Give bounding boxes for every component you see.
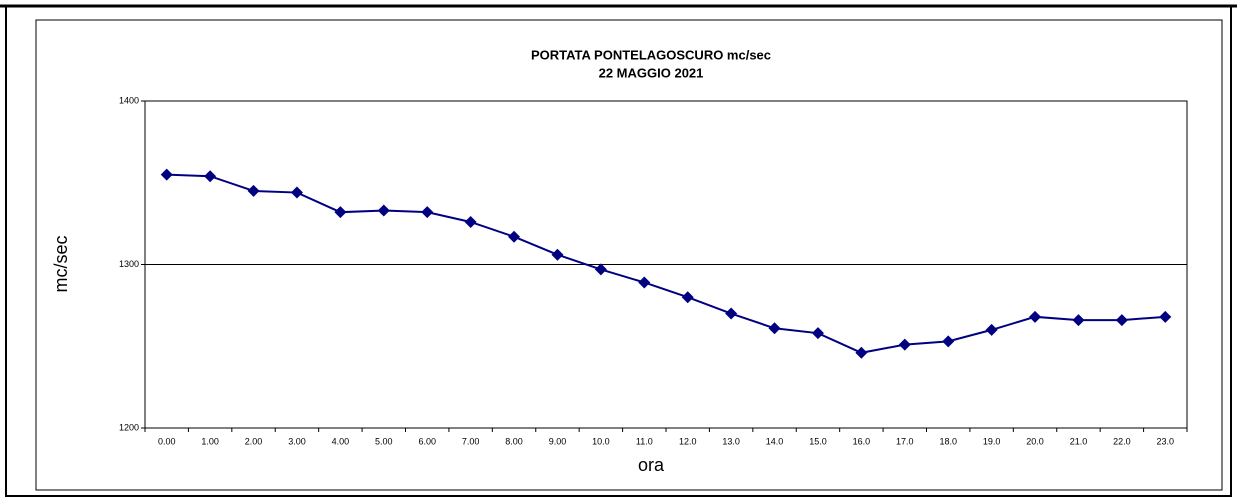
data-point (638, 276, 651, 289)
y-axis-label: mc/sec (51, 235, 71, 292)
x-tick-label: 22.0 (1113, 436, 1131, 446)
data-point (247, 184, 260, 197)
x-tick-label: 9.00 (549, 436, 567, 446)
data-point (725, 307, 738, 320)
data-point (942, 335, 955, 348)
data-point (508, 230, 521, 243)
chart-subtitle: 22 MAGGIO 2021 (599, 65, 704, 80)
data-point (985, 323, 998, 336)
x-tick-label: 2.00 (245, 436, 263, 446)
x-tick-label: 8.00 (505, 436, 523, 446)
data-point (377, 204, 390, 217)
x-tick-label: 19.0 (983, 436, 1001, 446)
x-tick-label: 14.0 (766, 436, 784, 446)
data-point (855, 346, 868, 359)
x-tick-label: 10.0 (592, 436, 610, 446)
y-tick-label: 1200 (119, 422, 139, 432)
x-tick-label: 21.0 (1070, 436, 1088, 446)
x-tick-label: 15.0 (809, 436, 827, 446)
x-tick-label: 16.0 (853, 436, 871, 446)
data-point (290, 186, 303, 199)
x-tick-label: 4.00 (332, 436, 350, 446)
y-tick-label: 1400 (119, 95, 139, 105)
data-point (594, 263, 607, 276)
data-point (334, 206, 347, 219)
x-axis-label: ora (638, 455, 665, 475)
data-point (811, 327, 824, 340)
x-tick-label: 12.0 (679, 436, 697, 446)
x-tick-label: 11.0 (636, 436, 653, 446)
x-tick-label: 13.0 (722, 436, 740, 446)
x-tick-label: 1.00 (201, 436, 219, 446)
series-line (166, 173, 1166, 354)
chart-title: PORTATA PONTELAGOSCURO mc/sec (531, 47, 771, 62)
data-point (551, 248, 564, 261)
x-tick-label: 17.0 (896, 436, 914, 446)
data-point (1159, 310, 1172, 323)
x-tick-label: 6.00 (418, 436, 436, 446)
data-point (681, 291, 694, 304)
x-tick-label: 20.0 (1026, 436, 1044, 446)
x-tick-label: 18.0 (939, 436, 957, 446)
x-tick-label: 3.00 (288, 436, 306, 446)
x-tick-label: 0.00 (158, 436, 176, 446)
data-point (898, 338, 911, 351)
data-point (160, 168, 173, 181)
data-point (1115, 314, 1128, 327)
y-tick-label: 1300 (119, 259, 139, 269)
chart-frame (35, 19, 1223, 491)
data-point (421, 206, 434, 219)
data-point (1072, 314, 1085, 327)
x-tick-label: 23.0 (1157, 436, 1175, 446)
data-point (464, 215, 477, 228)
data-point (768, 322, 781, 335)
data-point (204, 170, 217, 183)
x-tick-label: 5.00 (375, 436, 393, 446)
data-point (1029, 310, 1042, 323)
x-tick-label: 7.00 (462, 436, 480, 446)
